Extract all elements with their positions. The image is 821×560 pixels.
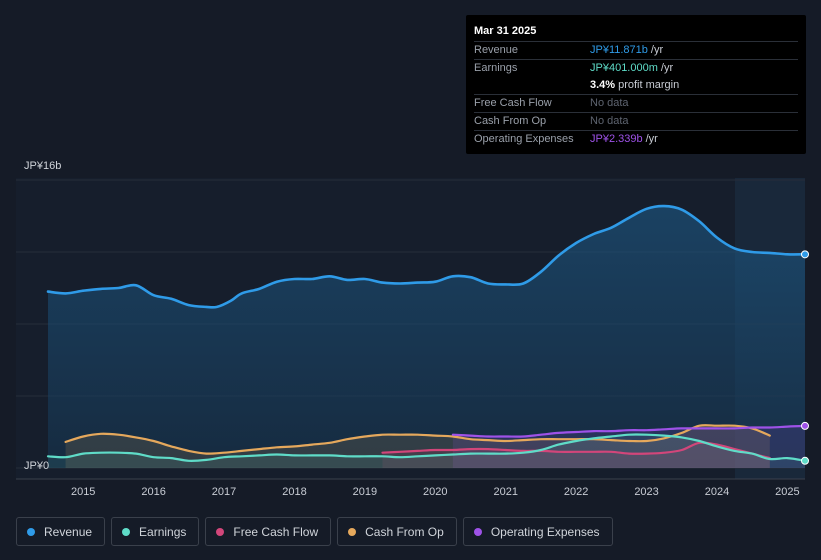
legend-label: Earnings [139,524,187,539]
tooltip-label: Operating Expenses [474,133,574,145]
x-tick-label: 2015 [71,486,95,498]
series-endpoints [801,250,809,465]
x-tick-label: 2020 [423,486,447,498]
opex-line [451,424,807,438]
tooltip-unit: /yr [650,44,664,56]
tooltip-nodata: No data [590,97,629,109]
legend-label: Cash From Op [365,524,444,539]
tooltip-unit: /yr [645,133,658,145]
data-tooltip: Mar 31 2025 Revenue JP¥11.871b /yr Earni… [466,15,806,154]
tooltip-row-margin: 3.4% profit margin [474,77,798,94]
tooltip-label: Revenue [474,44,519,56]
earnings-area [48,434,805,468]
x-tick-label: 2018 [282,486,306,498]
tooltip-value: JP¥11.871b [590,44,648,56]
legend-item-cash-from-op[interactable]: Cash From Op [337,517,457,546]
tooltip-row-revenue: Revenue JP¥11.871b /yr [474,41,798,59]
legend-dot [122,527,131,536]
x-tick-label: 2016 [141,486,165,498]
legend-dot [216,527,225,536]
legend-label: Revenue [44,524,93,539]
series-lines [46,204,807,462]
legend: Revenue Earnings Free Cash Flow Cash Fro… [16,517,613,546]
fcf-area [382,442,770,468]
legend-dot [348,527,357,536]
x-axis-ticks: 2015 2016 2017 2018 2019 2020 2021 2022 2023 2024… [71,486,800,498]
tooltip-unit: /yr [660,62,674,74]
legend-label: Operating Expenses [490,524,600,539]
y-tick-top: JP¥16b [24,160,62,172]
tooltip-nodata: No data [590,115,629,127]
legend-dot [473,527,482,536]
tooltip-row-cfo: Cash From Op No data [474,112,798,130]
tooltip-row-fcf: Free Cash Flow No data [474,94,798,112]
legend-item-revenue[interactable]: Revenue [16,517,106,546]
legend-item-operating-expenses[interactable]: Operating Expenses [462,517,613,546]
opex-endpoint [801,421,809,430]
tooltip-row-opex: Operating Expenses JP¥2.339b /yr [474,130,798,148]
opex-area [452,425,805,468]
x-tick-label: 2019 [353,486,377,498]
tooltip-label-empty [474,77,590,94]
revenue-endpoint [801,250,809,259]
legend-dot [27,527,35,536]
legend-label: Free Cash Flow [233,524,319,539]
revenue-area [48,206,805,468]
tooltip-date: Mar 31 2025 [474,25,537,37]
tooltip-row-earnings: Earnings JP¥401.000m /yr [474,59,798,77]
cfo-line [64,424,771,455]
tooltip-value: JP¥2.339b [590,133,643,145]
x-tick-label: 2021 [493,486,517,498]
tooltip-label: Earnings [474,62,518,74]
tooltip-margin-value: 3.4% [590,79,616,91]
tooltip-label: Free Cash Flow [474,97,552,109]
x-tick-label: 2024 [705,486,729,498]
tooltip-label: Cash From Op [474,115,547,127]
x-tick-label: 2022 [564,486,588,498]
y-tick-bottom: JP¥0 [24,460,50,472]
x-tick-label: 2023 [634,486,658,498]
legend-item-earnings[interactable]: Earnings [111,517,200,546]
earnings-endpoint [801,456,809,465]
x-tick-label: 2025 [775,486,799,498]
revenue-line [46,204,807,309]
tooltip-margin-text: profit margin [618,79,680,91]
earnings-line [46,433,807,462]
legend-item-free-cash-flow[interactable]: Free Cash Flow [205,517,332,546]
x-tick-label: 2017 [212,486,236,498]
tooltip-value: JP¥401.000m [590,62,658,74]
